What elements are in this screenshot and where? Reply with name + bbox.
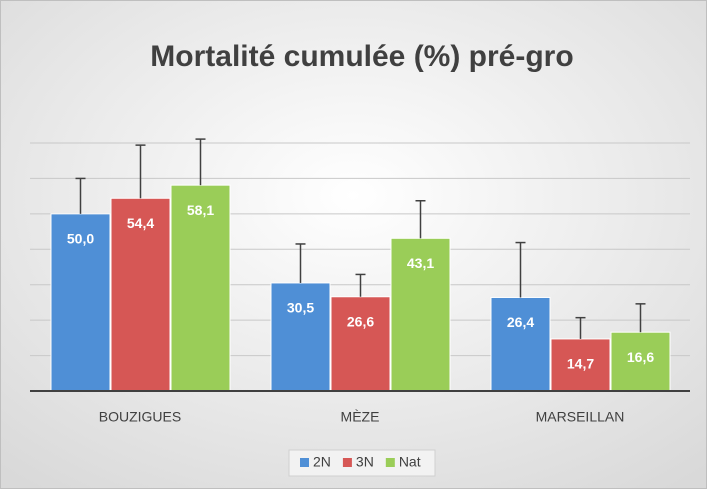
legend-label: 3N <box>356 454 374 470</box>
legend-swatch <box>385 458 395 467</box>
legend-box <box>288 449 436 477</box>
value-label: 50,0 <box>67 231 94 247</box>
value-label: 30,5 <box>287 300 314 316</box>
bar <box>270 282 331 392</box>
value-label: 43,1 <box>407 255 434 271</box>
value-label: 54,4 <box>127 215 154 231</box>
error-bar <box>295 243 306 283</box>
legend-label: 2N <box>313 454 331 470</box>
bar <box>110 197 171 392</box>
x-tick-label: MARSEILLAN <box>536 409 625 425</box>
value-label: 14,7 <box>567 356 594 372</box>
bar <box>390 237 451 392</box>
bar <box>610 331 671 392</box>
error-bar <box>195 138 206 186</box>
error-bar <box>135 144 146 199</box>
legend-swatch <box>342 458 352 467</box>
legend-swatch <box>300 458 309 467</box>
error-bar <box>355 273 366 297</box>
value-label: 58,1 <box>187 202 214 218</box>
error-bar <box>575 316 586 339</box>
value-label: 26,4 <box>507 314 534 330</box>
value-label: 26,6 <box>347 313 374 329</box>
error-bar <box>415 199 426 239</box>
value-label: 16,6 <box>627 349 654 365</box>
error-bar <box>635 303 646 333</box>
bar <box>330 296 391 392</box>
chart-title: Mortalité cumulée (%) pré-gro <box>150 40 573 73</box>
legend-label: Nat <box>399 454 421 470</box>
bar <box>490 296 551 392</box>
error-bar <box>75 177 86 214</box>
bar <box>50 213 111 392</box>
x-tick-label: BOUZIGUES <box>99 409 181 425</box>
x-tick-label: MÈZE <box>341 409 380 425</box>
error-bar <box>515 241 526 298</box>
